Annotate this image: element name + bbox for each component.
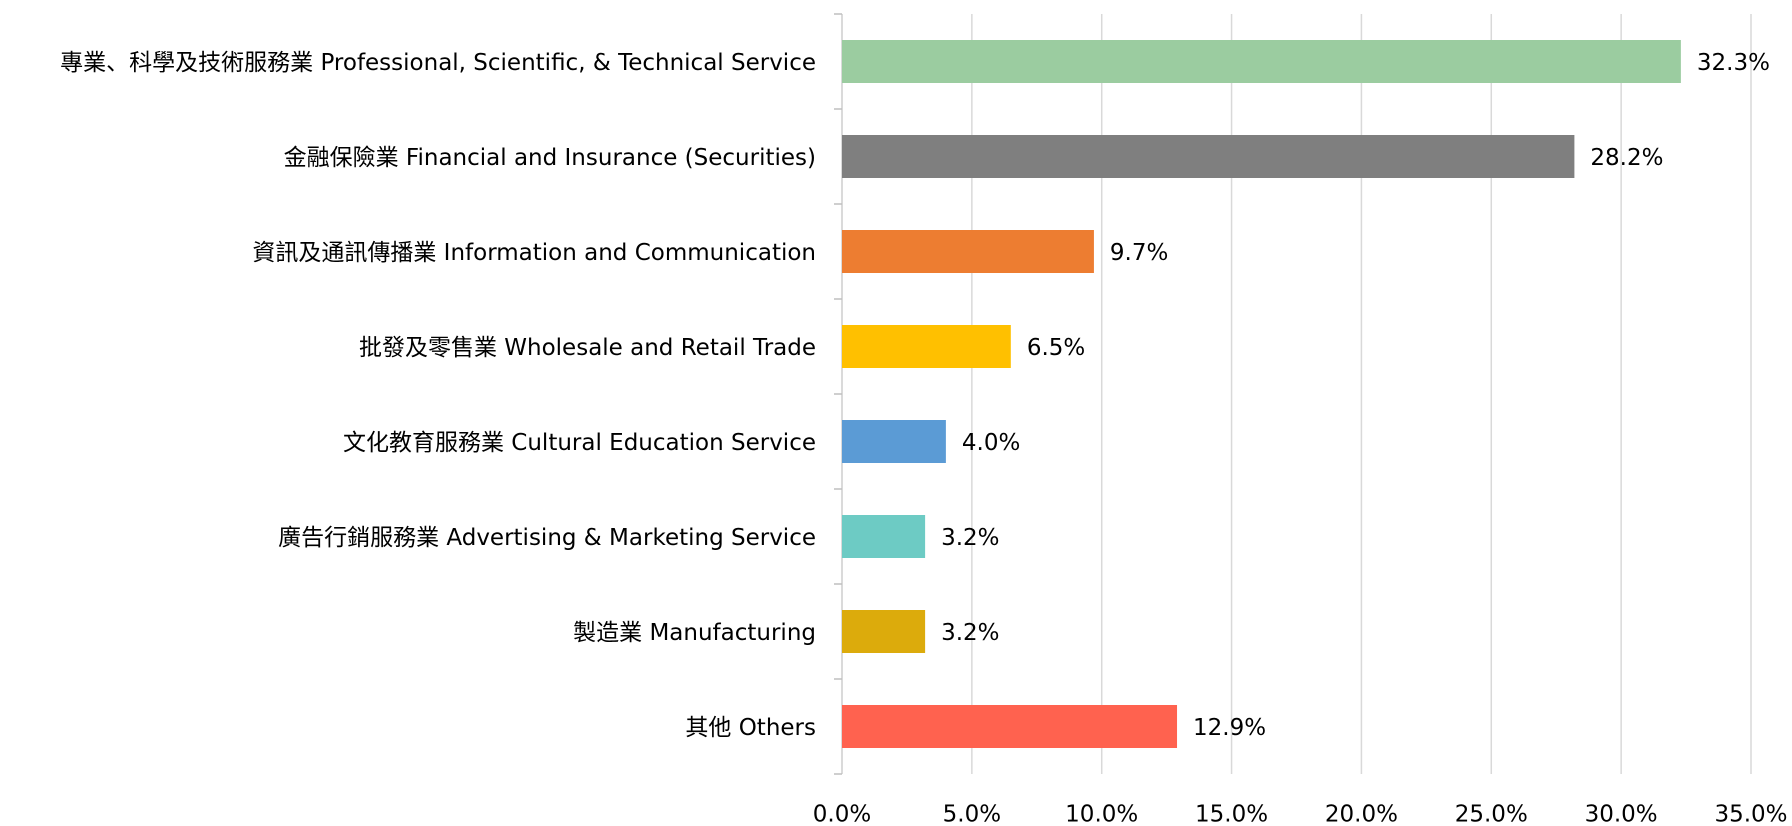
bar [842, 705, 1178, 748]
y-tick-label: 批發及零售業 Wholesale and Retail Trade [359, 335, 816, 361]
bar [842, 230, 1094, 273]
x-tick-label: 30.0% [1585, 802, 1658, 826]
bar [842, 135, 1575, 178]
y-tick-label: 專業、科學及技術服務業 Professional, Scientific, & … [60, 50, 816, 76]
bar [842, 40, 1681, 83]
data-label: 4.0% [962, 430, 1020, 456]
y-tick-label: 廣告行銷服務業 Advertising & Marketing Service [278, 525, 816, 551]
x-tick-label: 15.0% [1195, 802, 1268, 826]
bar [842, 420, 946, 463]
x-tick-label: 5.0% [943, 802, 1001, 826]
data-label: 32.3% [1697, 50, 1770, 76]
y-tick-label: 文化教育服務業 Cultural Education Service [343, 430, 816, 456]
y-tick-label: 資訊及通訊傳播業 Information and Communication [252, 240, 816, 266]
bar [842, 610, 926, 653]
x-tick-label: 25.0% [1455, 802, 1528, 826]
bar [842, 515, 926, 558]
data-label: 9.7% [1110, 240, 1168, 266]
x-tick-label: 20.0% [1325, 802, 1398, 826]
data-label: 28.2% [1590, 145, 1663, 171]
data-label: 12.9% [1193, 715, 1266, 741]
y-tick-label: 金融保險業 Financial and Insurance (Securitie… [284, 145, 816, 171]
y-tick-label: 其他 Others [685, 715, 816, 741]
data-label: 3.2% [941, 620, 999, 646]
x-tick-label: 10.0% [1065, 802, 1138, 826]
y-tick-label: 製造業 Manufacturing [573, 620, 816, 646]
x-tick-label: 35.0% [1714, 802, 1787, 826]
data-label: 6.5% [1027, 335, 1085, 361]
bar [842, 325, 1011, 368]
data-label: 3.2% [941, 525, 999, 551]
x-tick-label: 0.0% [813, 802, 871, 826]
